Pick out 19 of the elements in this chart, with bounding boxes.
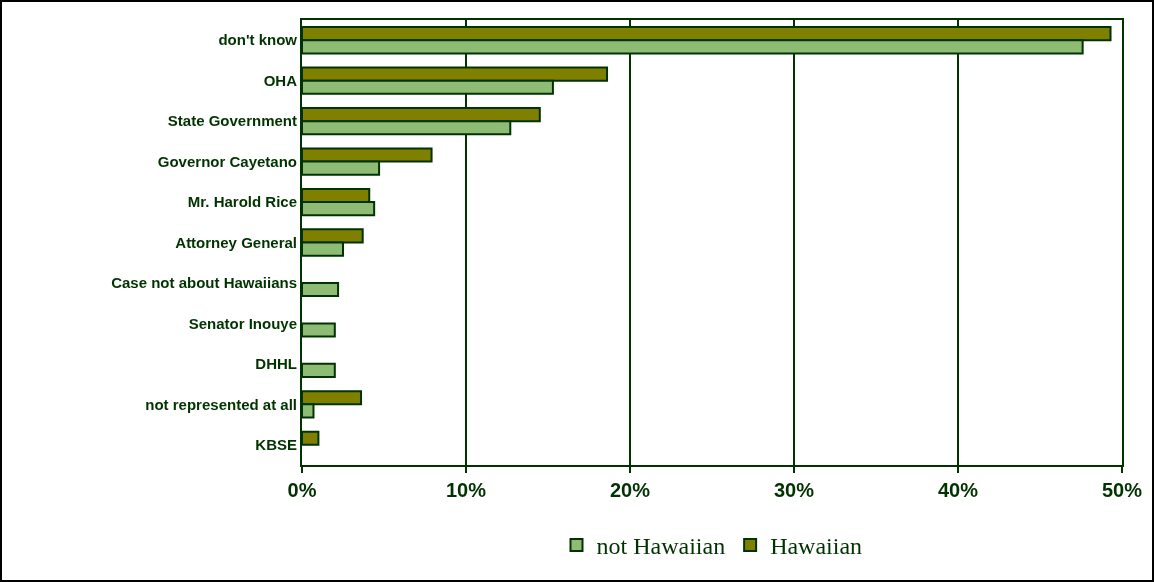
x-tick-label: 10% (445, 479, 487, 501)
legend-label: Hawaiian (770, 533, 863, 560)
x-tick-label: 20% (609, 479, 651, 501)
x-tick-label: 50% (1101, 479, 1143, 501)
y-tick-label: Case not about Hawaiians (111, 274, 297, 292)
x-tick-label: 0% (287, 479, 317, 501)
x-tick-label: 30% (773, 479, 815, 501)
y-tick-label: Governor Cayetano (157, 152, 297, 170)
y-tick-label: DHHL (255, 355, 297, 373)
y-tick-label: don't know (218, 31, 298, 49)
y-tick-label: Senator Inouye (188, 314, 297, 332)
y-tick-label: State Government (167, 112, 297, 130)
y-tick-label: OHA (263, 71, 298, 89)
legend-label: not Hawaiian (596, 533, 726, 560)
y-tick-label: Mr. Harold Rice (187, 193, 297, 211)
x-tick-label: 40% (937, 479, 979, 501)
y-tick-label: KBSE (255, 436, 297, 454)
y-tick-label: Attorney General (175, 233, 297, 251)
y-tick-label: not represented at all (145, 395, 297, 413)
